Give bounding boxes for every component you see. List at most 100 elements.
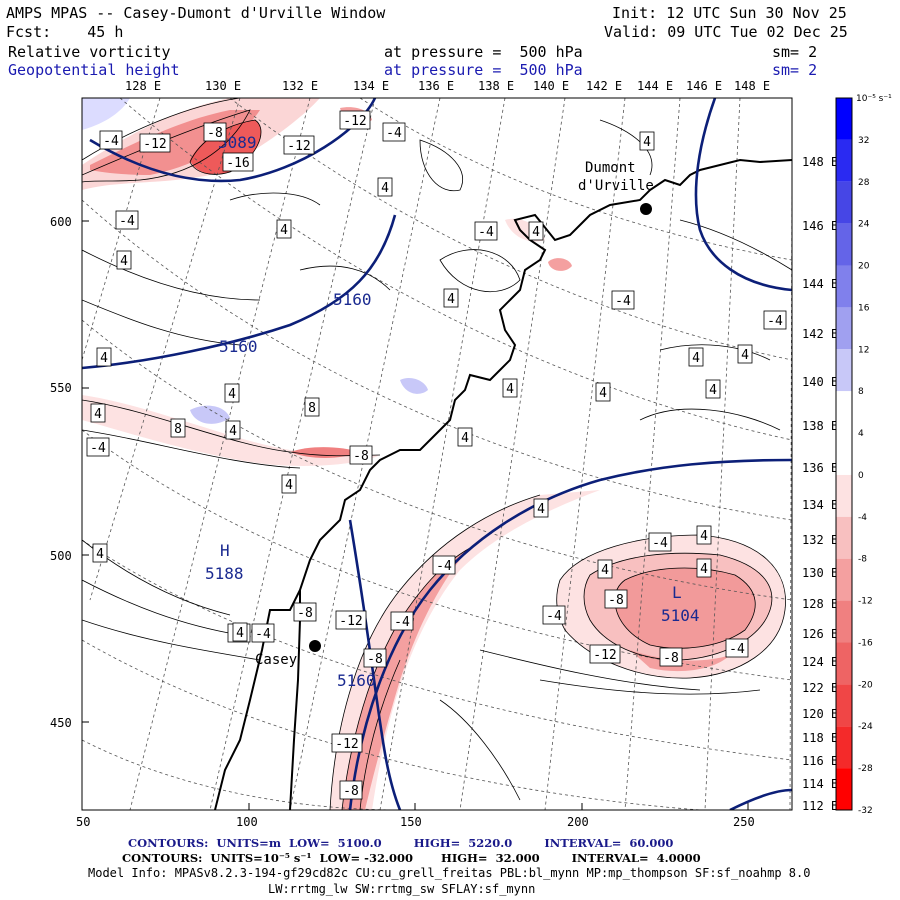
vorticity-label: -12	[593, 648, 616, 663]
lon-label-right: 124 E	[802, 655, 838, 669]
vorticity-label: 4	[599, 386, 607, 401]
footer-vort-contours: CONTOURS: UNITS=10⁻⁵ s⁻¹ LOW= -32.000 HI…	[122, 851, 701, 865]
colorbar-swatch	[836, 726, 852, 769]
lon-label-right: 140 E	[802, 375, 838, 389]
vorticity-label-box	[92, 543, 108, 563]
longitude-labels-right: 148 E 146 E 144 E 142 E 140 E 138 E 136 …	[802, 155, 838, 813]
vorticity-label-box	[474, 221, 498, 241]
low-center: L	[672, 583, 682, 602]
forecast-hour: Fcst: 45 h	[6, 23, 124, 41]
vorticity-label-box	[283, 135, 315, 155]
lon-label-right: 134 E	[802, 498, 838, 512]
vorticity-label-box	[363, 648, 387, 668]
colorbar-swatch	[836, 98, 852, 140]
colorbar-swatch	[836, 474, 852, 517]
vorticity-label: 8	[174, 422, 182, 437]
vorticity-label: 4	[709, 383, 717, 398]
lon-label-right: 114 E	[802, 777, 838, 791]
vorticity-label: -8	[663, 651, 679, 666]
lon-label-right: 142 E	[802, 327, 838, 341]
lon-label-right: 126 E	[802, 627, 838, 641]
vorticity-labels: -4 -12 -8 -12 -16 -12 -4 4 4 -4 4 4 -4 4 4 -4 4 4 4 -4 4 4 4 4 4…	[86, 110, 787, 800]
lon-label-right: 132 E	[802, 533, 838, 547]
colorbar-swatch	[836, 516, 852, 559]
colorbar-swatch	[836, 223, 852, 266]
footer-model-info-2: LW:rrtmg_lw SW:rrtmg_sw SFLAY:sf_mynn	[268, 882, 536, 896]
casey-station-marker	[309, 640, 321, 652]
colorbar-label: -12	[858, 597, 873, 607]
field1-level: at pressure = 500 hPa	[384, 43, 583, 61]
vorticity-label: 8	[308, 401, 316, 416]
vorticity-label-box	[232, 622, 248, 642]
lon-label: 142 E	[586, 79, 622, 93]
vorticity-label-box	[502, 378, 518, 398]
vorticity-label: 4	[236, 626, 244, 641]
longitude-labels-top: 128 E 130 E 132 E 134 E 136 E 138 E 140 …	[125, 79, 770, 93]
vorticity-label-box	[696, 525, 712, 545]
vorticity-label: -12	[143, 137, 166, 152]
vorticity-label-box	[251, 623, 275, 643]
colorbar-label: -28	[858, 764, 873, 774]
lon-label-right: 130 E	[802, 566, 838, 580]
vorticity-label-box	[533, 498, 549, 518]
colorbar-unit: 10⁻⁵ s⁻¹	[856, 94, 892, 104]
vorticity-label: -4	[255, 627, 271, 642]
footer-model-info: Model Info: MPASv8.2.3-194-gf29cd82c CU:…	[88, 866, 811, 880]
vorticity-label-box	[331, 733, 363, 753]
vorticity-label: -4	[394, 615, 410, 630]
valid-time: Valid: 09 UTC Tue 02 Dec 25	[604, 23, 848, 41]
colorbar-label: -8	[858, 555, 867, 565]
colorbar-label: 8	[858, 387, 864, 397]
vorticity-shading	[82, 98, 792, 810]
vorticity-label: -4	[478, 225, 494, 240]
vorticity-label-box	[611, 290, 635, 310]
colorbar-label: 24	[858, 220, 870, 230]
vorticity-label: -4	[767, 314, 783, 329]
axis-tick-marks	[81, 220, 749, 810]
footer-height-contours: CONTOURS: UNITS=m LOW= 5100.0 HIGH= 5220…	[128, 836, 674, 850]
dumont-label-2: d'Urville	[578, 178, 654, 194]
y-tick-label: 600	[50, 215, 72, 229]
lon-label-right: 136 E	[802, 461, 838, 475]
lon-label: 146 E	[686, 79, 722, 93]
colorbar-label: -16	[858, 638, 873, 648]
height-label: 5160	[333, 290, 372, 309]
vorticity-label-box	[276, 219, 292, 239]
vorticity-label-box	[90, 403, 106, 423]
y-tick-label: 450	[50, 716, 72, 730]
vorticity-label: -4	[386, 126, 402, 141]
high-center: H	[220, 541, 230, 560]
vorticity-label: -4	[615, 294, 631, 309]
vorticity-label: 4	[94, 407, 102, 422]
colorbar-swatch	[836, 600, 852, 643]
axis-ticks: 50 100 150 200 250 600 550 500 450	[50, 215, 755, 829]
vorticity-label-box	[116, 250, 132, 270]
vorticity-label: 4	[700, 529, 708, 544]
vorticity-label: -4	[103, 134, 119, 149]
colorbar-label: 32	[858, 136, 869, 146]
vorticity-label: 4	[461, 431, 469, 446]
colorbar-label: 20	[858, 262, 870, 272]
lon-label-right: 128 E	[802, 597, 838, 611]
vorticity-label-box	[293, 602, 317, 622]
colorbar-label: -32	[858, 806, 873, 816]
lon-label-right: 120 E	[802, 707, 838, 721]
vorticity-label-box	[542, 605, 566, 625]
dumont-label-1: Dumont	[585, 160, 636, 176]
vorticity-label-box	[696, 558, 712, 578]
vorticity-label: -4	[119, 214, 135, 229]
vorticity-label: -8	[367, 652, 383, 667]
colorbar-swatch	[836, 139, 852, 182]
vorticity-label-box	[335, 610, 367, 630]
colorbar-label: -24	[858, 722, 873, 732]
x-tick-label: 50	[76, 815, 90, 829]
x-tick-label: 150	[400, 815, 422, 829]
vorticity-label: 4	[285, 478, 293, 493]
vorticity-label-box	[725, 638, 749, 658]
vorticity-label: 4	[447, 292, 455, 307]
vorticity-label-box	[528, 221, 544, 241]
lat-lon-grid	[82, 98, 792, 810]
vorticity-label: 4	[506, 382, 514, 397]
vorticity-label-box	[390, 611, 414, 631]
